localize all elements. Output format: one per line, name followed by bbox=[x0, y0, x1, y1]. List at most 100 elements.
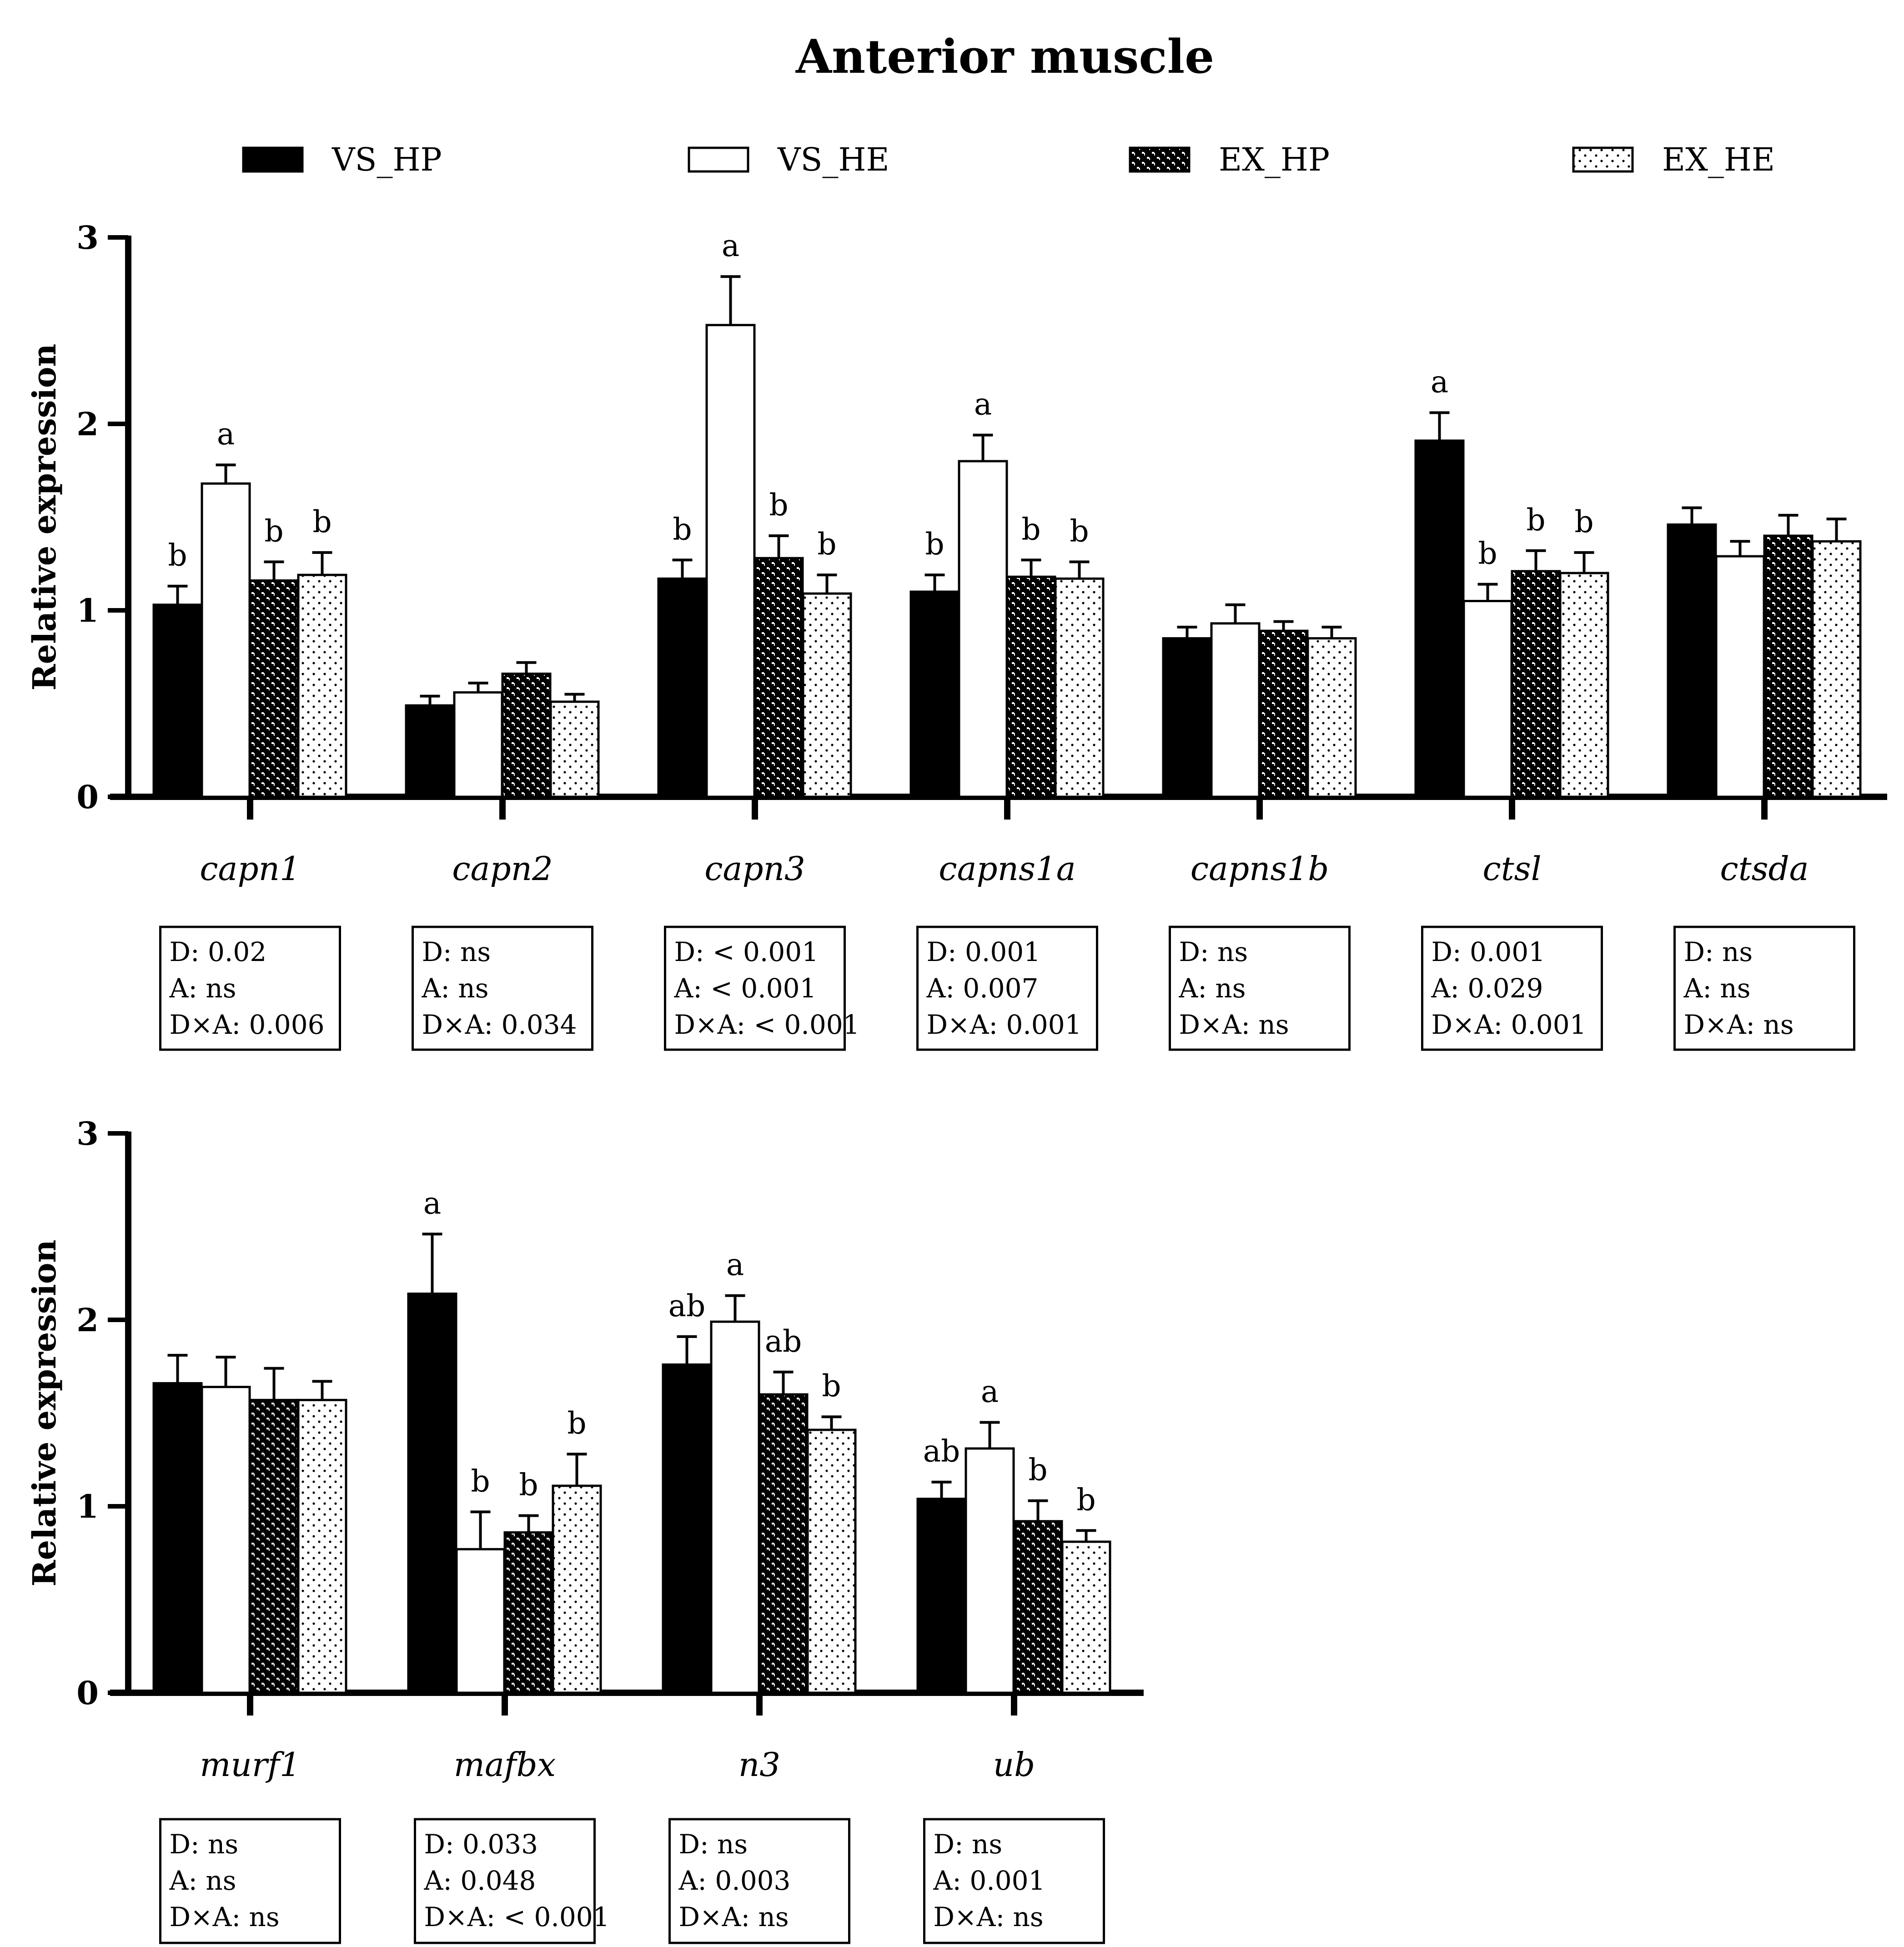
significance-letter: b bbox=[817, 527, 836, 562]
stats-line: D×A: 0.034 bbox=[422, 1009, 577, 1040]
significance-letter: b bbox=[519, 1468, 538, 1503]
stats-line: A: 0.001 bbox=[933, 1865, 1045, 1896]
stats-line: A: 0.029 bbox=[1431, 973, 1543, 1004]
stats-line: A: ns bbox=[1683, 973, 1751, 1004]
stats-box-frame bbox=[412, 926, 593, 1051]
stats-box-frame bbox=[668, 1818, 850, 1944]
bar-capns1a-vs-he bbox=[958, 460, 1008, 798]
stats-line: D×A: ns bbox=[1179, 1009, 1289, 1040]
category-label: ctsl bbox=[1482, 850, 1541, 888]
stats-line: D×A: ns bbox=[679, 1902, 789, 1932]
stats-box-n3: D: ns A: 0.003 D×A: ns bbox=[668, 1818, 850, 1944]
bar-ub-ex-he bbox=[1061, 1540, 1111, 1694]
stats-line: A: 0.048 bbox=[424, 1865, 536, 1896]
legend-swatch bbox=[1572, 146, 1634, 173]
stats-line: D: 0.001 bbox=[927, 936, 1041, 967]
bar-murf1-vs-he bbox=[201, 1386, 251, 1694]
significance-letter: a bbox=[217, 417, 235, 452]
significance-letter: a bbox=[423, 1186, 441, 1221]
bar-capn2-ex-he bbox=[549, 700, 600, 798]
stats-line: D: ns bbox=[679, 1829, 748, 1860]
significance-letter: a bbox=[722, 228, 739, 263]
category-label: capns1b bbox=[1191, 850, 1329, 888]
legend: VS_HP VS_HE EX_HP EX_HE bbox=[242, 141, 1775, 178]
stats-box-capn2: D: ns A: ns D×A: 0.034 bbox=[412, 926, 593, 1051]
stats-line: A: ns bbox=[169, 973, 236, 1004]
significance-letter: b bbox=[769, 488, 788, 523]
chart-title: Anterior muscle bbox=[795, 30, 1214, 84]
legend-item-ex-he: EX_HE bbox=[1572, 141, 1775, 178]
stats-line: D×A: < 0.001 bbox=[424, 1902, 610, 1932]
category-label: capns1a bbox=[939, 850, 1075, 888]
stats-line: D×A: < 0.001 bbox=[674, 1009, 860, 1040]
stats-line: D: 0.033 bbox=[424, 1829, 538, 1860]
stats-line: A: ns bbox=[422, 973, 489, 1004]
bar-ctsda-vs-hp bbox=[1667, 523, 1717, 798]
bar-murf1-vs-hp bbox=[152, 1382, 203, 1694]
bar-mafbx-vs-hp bbox=[407, 1293, 457, 1694]
significance-letter: b bbox=[471, 1464, 490, 1499]
stats-line: D: 0.02 bbox=[170, 936, 267, 967]
bar-murf1-ex-hp bbox=[249, 1399, 299, 1694]
stats-box-ctsl: D: 0.001 A: 0.029 D×A: 0.001 bbox=[1421, 926, 1603, 1051]
significance-letter: b bbox=[168, 538, 187, 573]
chart-panel-bottom: 0 1 2 3 Relative expression murf1 D: ns A: ns D×… bbox=[25, 1115, 1144, 1944]
bar-ctsl-ex-hp bbox=[1511, 570, 1561, 798]
y-tick-label: 0 bbox=[76, 1674, 99, 1712]
stats-line: D: 0.001 bbox=[1432, 936, 1546, 967]
category-label: mafbx bbox=[454, 1746, 556, 1784]
significance-letter: ab bbox=[765, 1324, 802, 1359]
y-tick-label: 3 bbox=[76, 1115, 99, 1152]
legend-item-vs-hp: VS_HP bbox=[242, 141, 442, 178]
y-tick-label: 1 bbox=[76, 592, 99, 629]
significance-letter: b bbox=[1076, 1482, 1095, 1517]
bar-n3-ex-he bbox=[806, 1429, 857, 1694]
stats-box-frame bbox=[664, 926, 846, 1051]
legend-item-ex-hp: EX_HP bbox=[1129, 141, 1330, 178]
y-axis-label: Relative expression bbox=[25, 344, 63, 691]
stats-box-murf1: D: ns A: ns D×A: ns bbox=[159, 1818, 341, 1944]
y-tick-label: 0 bbox=[76, 778, 99, 816]
bar-ctsl-vs-hp bbox=[1414, 439, 1465, 798]
bar-ctsda-vs-he bbox=[1715, 555, 1765, 798]
bar-capn3-ex-hp bbox=[754, 557, 804, 798]
y-tick-label: 2 bbox=[76, 1301, 99, 1339]
bar-capn3-vs-hp bbox=[657, 577, 708, 798]
stats-line: D: < 0.001 bbox=[674, 936, 819, 967]
bar-ub-ex-hp bbox=[1013, 1520, 1063, 1694]
stats-box-capn3: D: < 0.001 A: < 0.001 D×A: < 0.001 bbox=[664, 926, 860, 1051]
significance-letter: b bbox=[1021, 512, 1040, 547]
bar-group-capn2: capn2 D: ns A: ns D×A: 0.034 bbox=[405, 661, 600, 1051]
significance-letter: b bbox=[1478, 536, 1497, 571]
stats-line: D×A: ns bbox=[934, 1902, 1044, 1932]
y-axis-label: Relative expression bbox=[25, 1240, 63, 1587]
bar-mafbx-ex-he bbox=[552, 1484, 602, 1694]
y-tick-label: 3 bbox=[76, 219, 99, 257]
bar-ub-vs-hp bbox=[916, 1498, 967, 1694]
bar-capn1-vs-hp bbox=[152, 604, 203, 798]
bar-capn2-vs-he bbox=[453, 691, 503, 798]
stats-box-frame bbox=[414, 1818, 596, 1944]
bar-capn3-ex-he bbox=[802, 592, 852, 798]
legend-swatch bbox=[242, 146, 304, 173]
significance-letter: ab bbox=[668, 1288, 706, 1323]
stats-box-frame bbox=[916, 926, 1098, 1051]
legend-label: EX_HP bbox=[1219, 141, 1330, 178]
legend-swatch bbox=[688, 146, 749, 173]
y-tick-label: 2 bbox=[76, 405, 99, 443]
legend-label: VS_HE bbox=[777, 141, 889, 178]
stats-box-frame bbox=[159, 1818, 341, 1944]
stats-box-capns1a: D: 0.001 A: 0.007 D×A: 0.001 bbox=[916, 926, 1098, 1051]
category-label: capn2 bbox=[452, 850, 553, 888]
bar-n3-vs-he bbox=[710, 1320, 760, 1694]
legend-item-vs-he: VS_HE bbox=[688, 141, 889, 178]
category-label: n3 bbox=[738, 1746, 780, 1784]
bar-capn1-vs-he bbox=[201, 482, 251, 798]
